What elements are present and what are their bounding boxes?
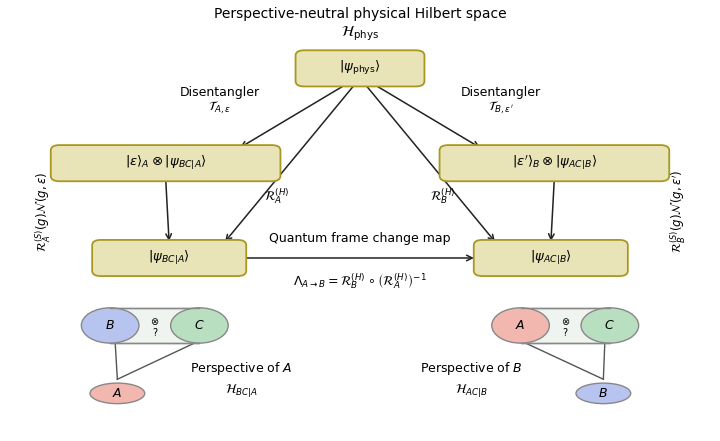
Text: $?$: $?$ — [151, 325, 158, 338]
Text: $|\varepsilon'\rangle_B \otimes |\psi_{AC|B}\rangle$: $|\varepsilon'\rangle_B \otimes |\psi_{A… — [512, 154, 597, 172]
Text: Perspective of $B$: Perspective of $B$ — [420, 360, 523, 377]
Ellipse shape — [171, 308, 228, 343]
Text: $\mathcal{T}_{B,\varepsilon'}$: $\mathcal{T}_{B,\varepsilon'}$ — [487, 100, 513, 116]
Text: $\Lambda_{A\to B} = \mathcal{R}_B^{(H)} \circ \left(\mathcal{R}_A^{(H)}\right)^{: $\Lambda_{A\to B} = \mathcal{R}_B^{(H)} … — [293, 271, 427, 291]
Text: Perspective of $A$: Perspective of $A$ — [190, 360, 292, 377]
FancyBboxPatch shape — [92, 240, 246, 276]
Text: $\mathcal{R}_A^{(S)}(g)\mathcal{N}(g,\varepsilon)$: $\mathcal{R}_A^{(S)}(g)\mathcal{N}(g,\va… — [33, 172, 53, 252]
Text: Disentangler: Disentangler — [179, 86, 260, 99]
Text: Disentangler: Disentangler — [460, 86, 541, 99]
Text: $\mathcal{H}_{AC|B}$: $\mathcal{H}_{AC|B}$ — [455, 382, 488, 399]
Text: $?$: $?$ — [562, 325, 569, 338]
Text: Perspective-neutral physical Hilbert space: Perspective-neutral physical Hilbert spa… — [214, 7, 506, 21]
Text: $A$: $A$ — [516, 319, 526, 332]
Ellipse shape — [90, 383, 145, 404]
Ellipse shape — [492, 308, 549, 343]
Text: $\otimes$: $\otimes$ — [150, 316, 159, 327]
Bar — [110, 308, 199, 343]
FancyBboxPatch shape — [296, 50, 424, 86]
Text: $\otimes$: $\otimes$ — [561, 316, 570, 327]
Ellipse shape — [581, 308, 639, 343]
Text: $B$: $B$ — [105, 319, 115, 332]
Text: $|\psi_{\mathrm{phys}}\rangle$: $|\psi_{\mathrm{phys}}\rangle$ — [339, 60, 381, 77]
Text: $C$: $C$ — [194, 319, 204, 332]
Text: Quantum frame change map: Quantum frame change map — [269, 232, 451, 245]
Text: $\mathcal{H}_{\mathrm{phys}}$: $\mathcal{H}_{\mathrm{phys}}$ — [341, 24, 379, 43]
Text: $\mathcal{R}_B^{(S)}(g)\mathcal{N}(g,\varepsilon')$: $\mathcal{R}_B^{(S)}(g)\mathcal{N}(g,\va… — [668, 170, 688, 253]
Ellipse shape — [81, 308, 139, 343]
FancyBboxPatch shape — [440, 145, 670, 181]
Text: $C$: $C$ — [605, 319, 615, 332]
Ellipse shape — [576, 383, 631, 404]
Text: $\mathcal{R}_B^{(H)}$: $\mathcal{R}_B^{(H)}$ — [430, 187, 456, 206]
FancyBboxPatch shape — [51, 145, 281, 181]
Text: $|\psi_{BC|A}\rangle$: $|\psi_{BC|A}\rangle$ — [148, 249, 190, 267]
Text: $\mathcal{T}_{A,\varepsilon}$: $\mathcal{T}_{A,\varepsilon}$ — [208, 100, 231, 116]
Bar — [521, 308, 610, 343]
Text: $B$: $B$ — [598, 387, 608, 400]
Text: $|\psi_{AC|B}\rangle$: $|\psi_{AC|B}\rangle$ — [530, 249, 572, 267]
Text: $|\varepsilon\rangle_A \otimes |\psi_{BC|A}\rangle$: $|\varepsilon\rangle_A \otimes |\psi_{BC… — [125, 154, 207, 172]
Text: $\mathcal{H}_{BC|A}$: $\mathcal{H}_{BC|A}$ — [225, 382, 258, 399]
Text: $\mathcal{R}_A^{(H)}$: $\mathcal{R}_A^{(H)}$ — [264, 187, 290, 206]
FancyBboxPatch shape — [474, 240, 628, 276]
Text: $A$: $A$ — [112, 387, 122, 400]
